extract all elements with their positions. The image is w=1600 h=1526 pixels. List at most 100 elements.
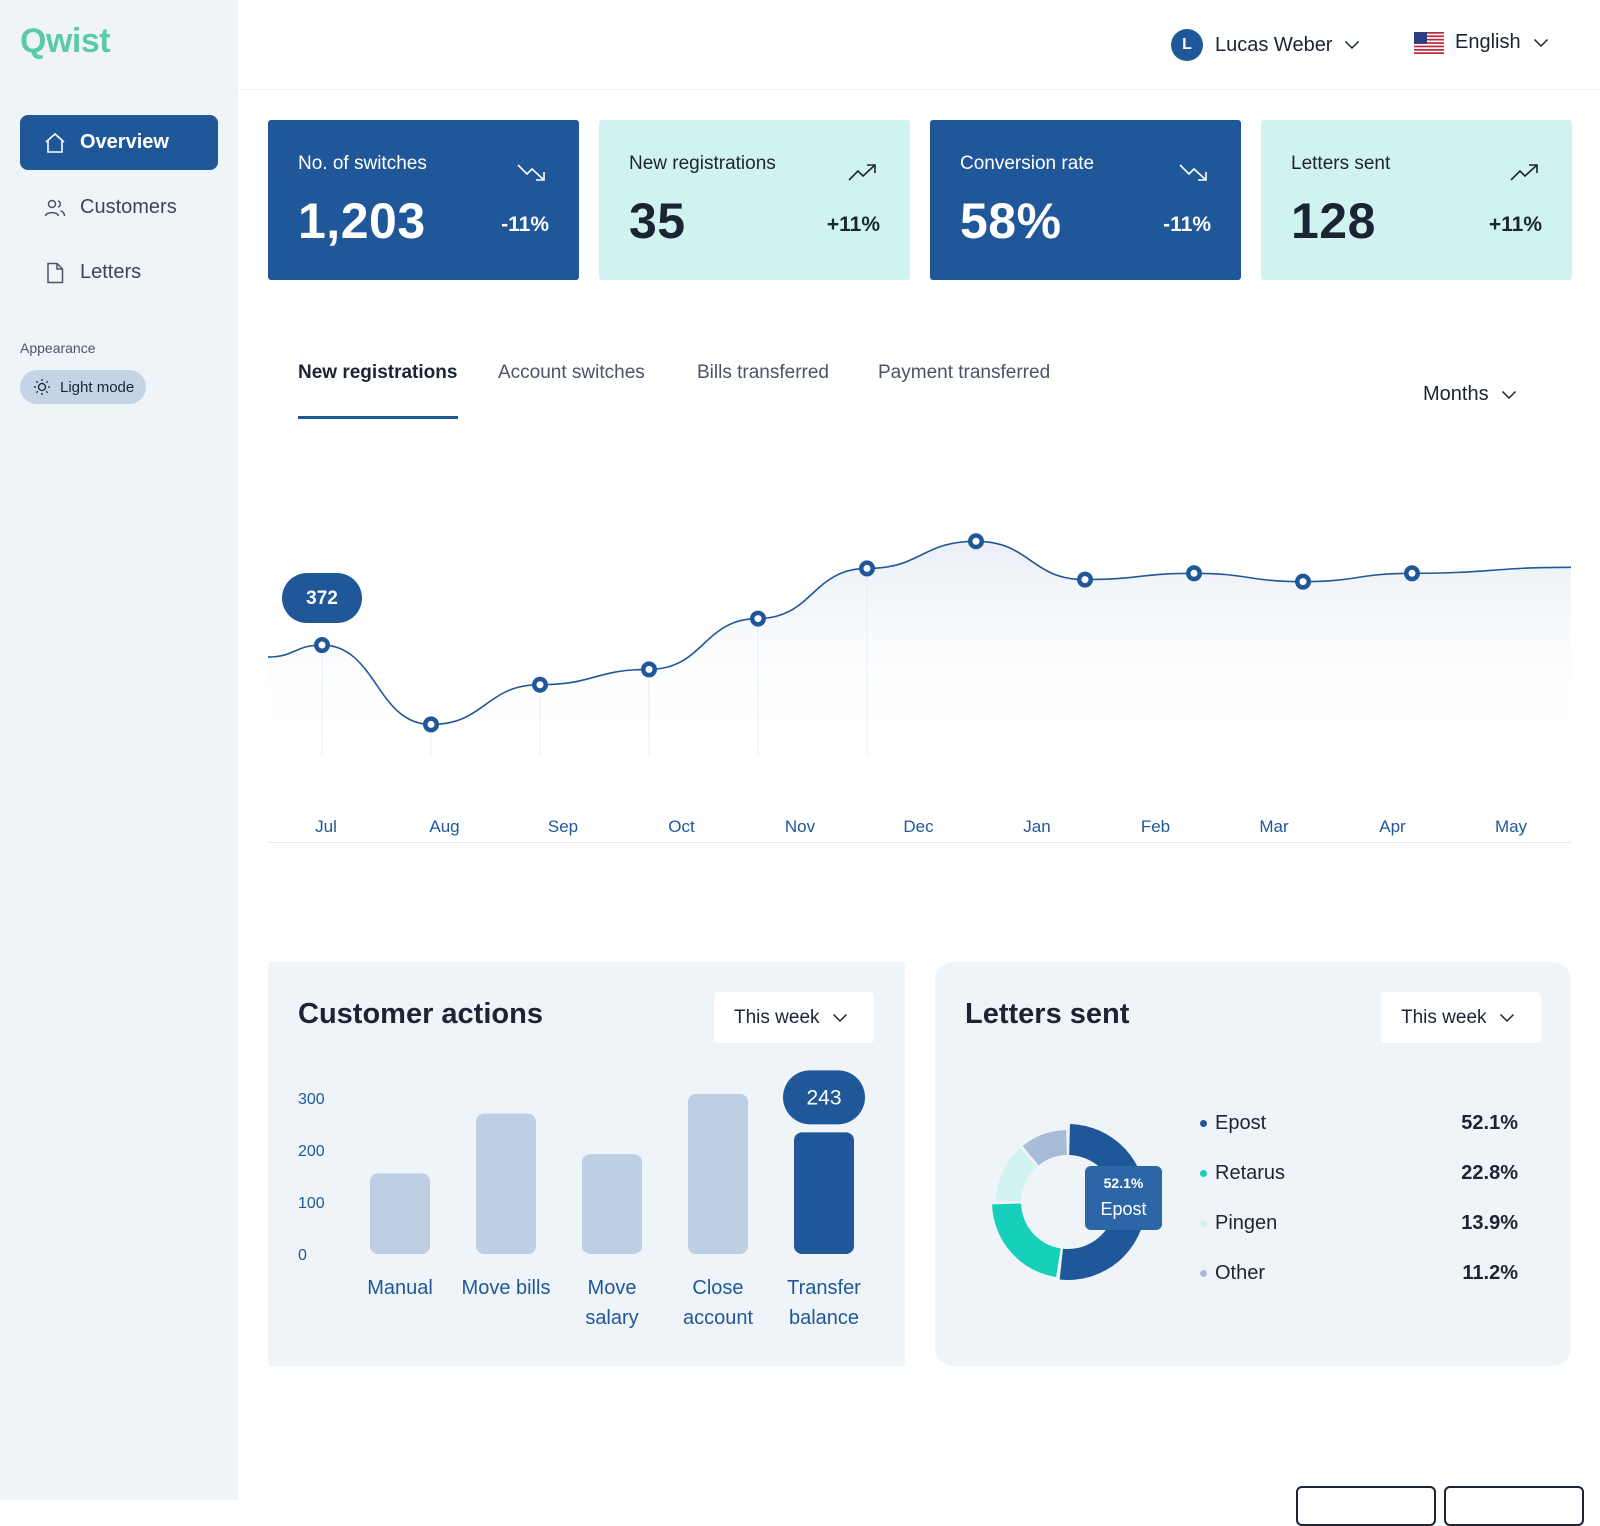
kpi-card-switches[interactable]: No. of switches 1,203 -11% bbox=[268, 120, 579, 280]
letters-period-select[interactable]: This week bbox=[1381, 992, 1541, 1043]
sidebar-item-customers[interactable]: Customers bbox=[20, 180, 218, 235]
tab-payment-transferred[interactable]: Payment transferred bbox=[878, 362, 1051, 383]
customer-actions-bar-chart: 300 200 100 0 Manual Move bills Move salary Clos… bbox=[298, 1070, 865, 1329]
mode-label: Light mode bbox=[60, 378, 135, 396]
legend-name: Epost bbox=[1215, 1111, 1267, 1134]
legend-percent: 13.9% bbox=[1461, 1211, 1518, 1234]
legend-dot bbox=[1200, 1219, 1207, 1227]
chart-point-center bbox=[754, 615, 762, 623]
x-tick-label: Nov bbox=[785, 817, 816, 836]
trend-up-icon bbox=[848, 164, 876, 181]
kpi-value: 58% bbox=[960, 193, 1062, 249]
period-label: This week bbox=[1401, 1006, 1487, 1028]
bar bbox=[688, 1093, 748, 1254]
bar-category-label: account bbox=[683, 1307, 753, 1329]
bar-category-label: Transfer bbox=[787, 1277, 861, 1299]
legend-percent: 52.1% bbox=[1461, 1111, 1518, 1134]
bar bbox=[582, 1154, 642, 1254]
legend-item-other: Other 11.2% bbox=[1200, 1258, 1518, 1288]
sidebar-item-label: Overview bbox=[80, 131, 169, 153]
chart-point-center bbox=[1408, 569, 1416, 577]
registrations-line-chart: 372 Jul Aug Sep Oct Nov Dec Jan Feb Mar Apr May bbox=[268, 533, 1571, 836]
us-flag-icon bbox=[1414, 31, 1444, 54]
donut-slice-retarus bbox=[992, 1203, 1061, 1278]
x-tick-label: Feb bbox=[1141, 817, 1170, 836]
kpi-card-letters[interactable]: Letters sent 128 +11% bbox=[1261, 120, 1572, 280]
tab-new-registrations[interactable]: New registrations bbox=[298, 362, 458, 383]
kpi-change: -11% bbox=[501, 213, 549, 236]
bar-category-label: balance bbox=[789, 1307, 859, 1329]
chevron-down-icon bbox=[1344, 40, 1360, 50]
bar bbox=[794, 1132, 854, 1254]
kpi-value: 128 bbox=[1291, 193, 1376, 249]
chart-point-center bbox=[972, 537, 980, 545]
donut-slice-epost bbox=[1059, 1124, 1146, 1280]
x-tick-label: Apr bbox=[1379, 817, 1406, 836]
kpi-change: +11% bbox=[1488, 213, 1542, 236]
bar bbox=[476, 1113, 536, 1254]
top-bar: L Lucas Weber English bbox=[238, 0, 1600, 90]
panel-title: Customer actions bbox=[298, 998, 543, 1030]
document-icon bbox=[42, 260, 68, 286]
user-menu[interactable]: L Lucas Weber bbox=[1171, 29, 1360, 61]
section-button-2[interactable] bbox=[1444, 1486, 1584, 1526]
trend-down-icon bbox=[517, 164, 545, 181]
kpi-card-conversion[interactable]: Conversion rate 58% -11% bbox=[930, 120, 1241, 280]
legend-percent: 11.2% bbox=[1462, 1261, 1518, 1284]
tab-account-switches[interactable]: Account switches bbox=[498, 362, 645, 383]
kpi-title: No. of switches bbox=[298, 153, 427, 174]
legend-item-retarus: Retarus 22.8% bbox=[1200, 1158, 1518, 1188]
sidebar-item-label: Letters bbox=[80, 261, 142, 283]
legend-item-pingen: Pingen 13.9% bbox=[1200, 1208, 1518, 1238]
tab-bills-transferred[interactable]: Bills transferred bbox=[697, 362, 829, 383]
panel-title: Letters sent bbox=[965, 998, 1130, 1030]
kpi-title: Conversion rate bbox=[960, 153, 1095, 174]
bar-value-label: 243 bbox=[806, 1086, 841, 1109]
appearance-label: Appearance bbox=[20, 340, 96, 356]
x-tick-label: Jul bbox=[315, 817, 337, 836]
chart-value-label: 372 bbox=[306, 588, 338, 609]
sidebar-item-letters[interactable]: Letters bbox=[20, 245, 218, 300]
sidebar-item-label: Customers bbox=[80, 196, 177, 218]
section-button-1[interactable] bbox=[1296, 1486, 1436, 1526]
period-label: Months bbox=[1423, 383, 1489, 405]
period-select[interactable]: Months bbox=[1423, 383, 1517, 406]
kpi-change: +11% bbox=[826, 213, 880, 236]
sidebar-item-overview[interactable]: Overview bbox=[20, 115, 218, 170]
x-axis-line bbox=[268, 842, 1571, 843]
customer-actions-period-select[interactable]: This week bbox=[714, 992, 874, 1043]
chart-point-center bbox=[1299, 578, 1307, 586]
kpi-value: 1,203 bbox=[298, 193, 426, 249]
legend-item-epost: Epost 52.1% bbox=[1200, 1108, 1518, 1138]
bar-category-label: Move bills bbox=[462, 1277, 551, 1299]
chevron-down-icon bbox=[1499, 1013, 1515, 1023]
x-tick-label: Jan bbox=[1023, 817, 1050, 836]
light-mode-toggle[interactable]: Light mode bbox=[20, 370, 146, 404]
bar-category-label: Manual bbox=[367, 1277, 433, 1299]
x-tick-label: May bbox=[1495, 817, 1528, 836]
chart-point-center bbox=[427, 720, 435, 728]
language-select[interactable]: English bbox=[1414, 31, 1549, 54]
y-tick-label: 0 bbox=[298, 1247, 307, 1264]
chart-point-center bbox=[318, 641, 326, 649]
chart-point-center bbox=[1190, 569, 1198, 577]
chart-area-fill bbox=[268, 541, 1571, 750]
chevron-down-icon bbox=[1533, 38, 1549, 48]
chart-point-center bbox=[1081, 576, 1089, 584]
legend-dot bbox=[1200, 1269, 1207, 1277]
app-logo: Qwist bbox=[20, 22, 111, 60]
home-icon bbox=[42, 130, 68, 156]
chart-value-bubble bbox=[282, 573, 362, 624]
letters-donut-chart bbox=[992, 1124, 1146, 1280]
chart-point-center bbox=[863, 564, 871, 572]
chevron-down-icon bbox=[832, 1013, 848, 1023]
tab-active-indicator bbox=[298, 416, 458, 419]
kpi-title: Letters sent bbox=[1291, 153, 1391, 174]
kpi-card-registrations[interactable]: New registrations 35 +11% bbox=[599, 120, 910, 280]
bar-category-label: Close bbox=[692, 1277, 743, 1299]
letters-sent-panel: Letters sent This week bbox=[935, 962, 1571, 1366]
tooltip-name: Epost bbox=[1100, 1199, 1147, 1219]
legend-dot bbox=[1200, 1169, 1207, 1177]
bar bbox=[370, 1173, 430, 1254]
bar-value-bubble bbox=[783, 1070, 865, 1125]
